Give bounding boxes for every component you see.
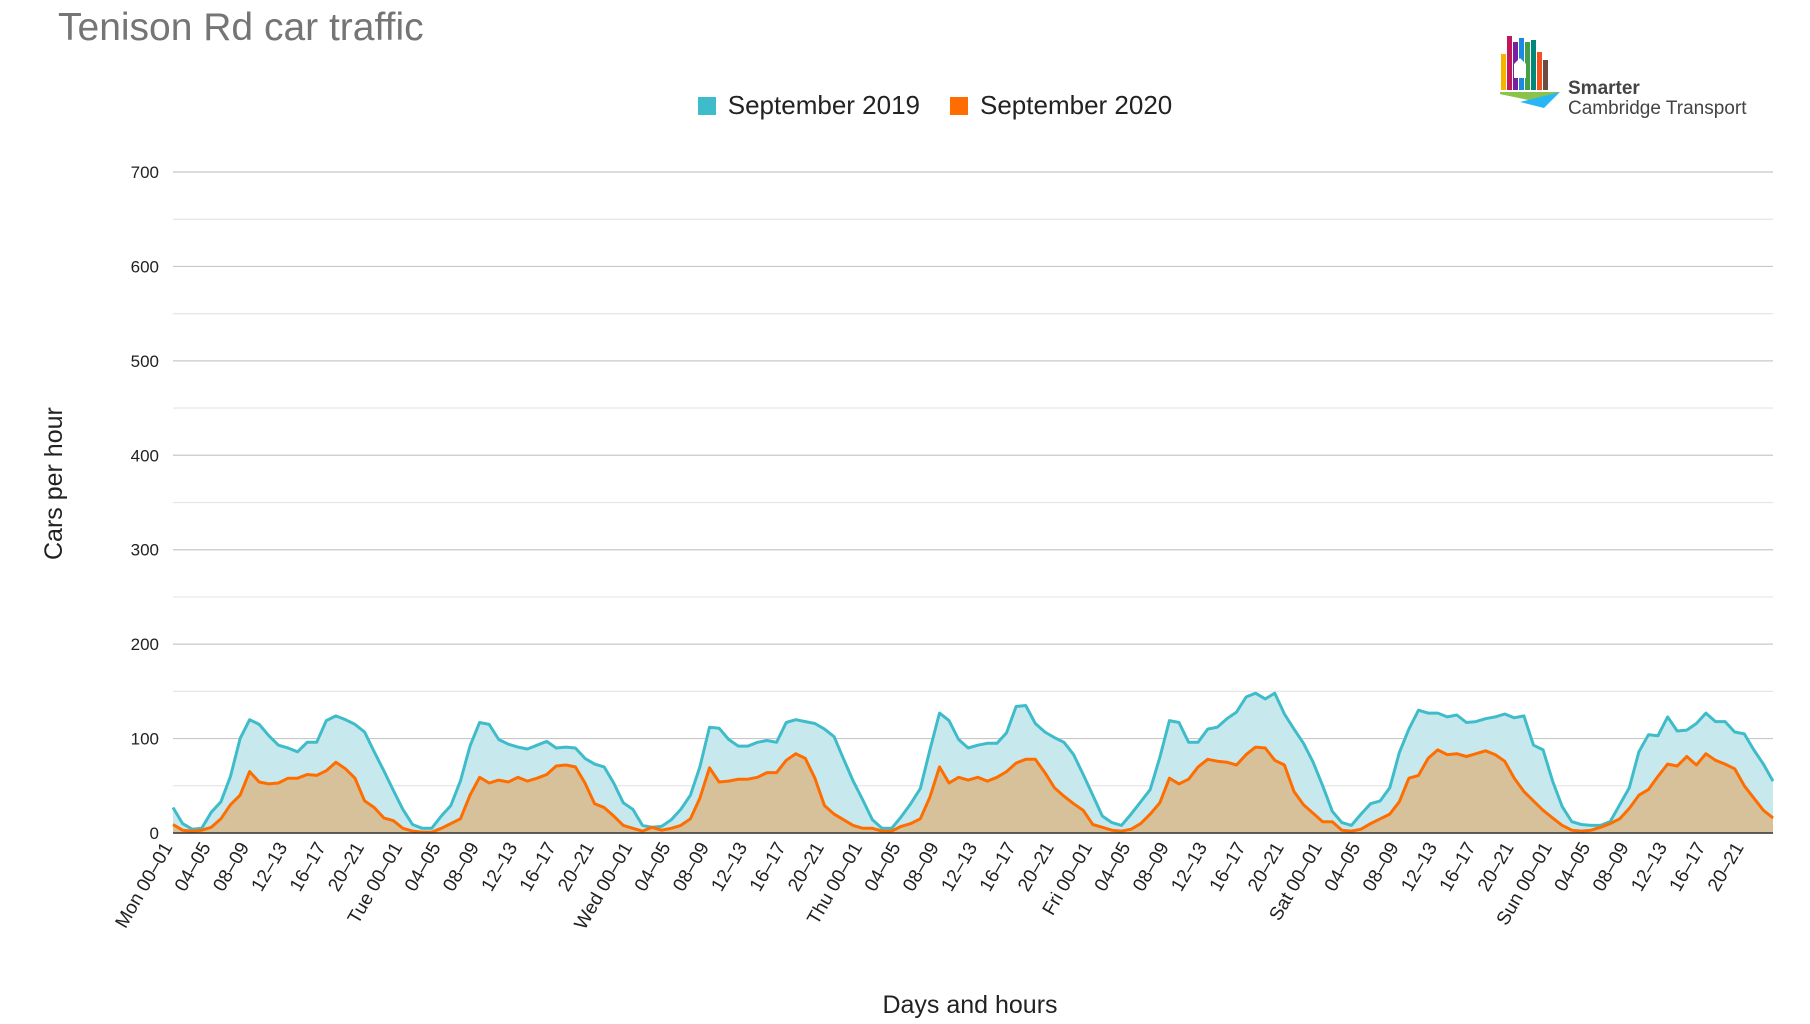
x-tick-label: 12–13	[938, 839, 983, 895]
x-tick-label: 08–09	[1359, 839, 1404, 895]
x-tick-label: 16–17	[1666, 839, 1711, 895]
x-tick-label: 04–05	[1321, 839, 1366, 895]
y-tick-label: 100	[131, 730, 159, 749]
x-tick-label: 08–09	[899, 839, 944, 895]
x-tick-label: 16–17	[1206, 839, 1251, 895]
x-tick-label: 16–17	[746, 839, 791, 895]
x-tick-label: 16–17	[1436, 839, 1481, 895]
y-tick-label: 600	[131, 257, 159, 276]
x-tick-label: 08–09	[669, 839, 714, 895]
x-tick-label: 08–09	[209, 839, 254, 895]
x-tick-label: 04–05	[401, 839, 446, 895]
legend-label-2019: September 2019	[727, 90, 920, 120]
y-tick-label: 0	[150, 824, 159, 843]
logo-text-smarter: Smarter	[1568, 78, 1640, 99]
chart-title: Tenison Rd car traffic	[58, 6, 424, 49]
x-tick-label: 12–13	[1397, 839, 1442, 895]
x-tick-label: 16–17	[516, 839, 561, 895]
series-line-0	[171, 691, 1775, 831]
y-tick-label: 700	[131, 163, 159, 182]
x-tick-label: 04–05	[861, 839, 906, 895]
y-tick-label: 200	[131, 635, 159, 654]
x-tick-label: 08–09	[1589, 839, 1634, 895]
y-axis-title: Cars per hour	[40, 407, 68, 560]
x-axis-title: Days and hours	[882, 991, 1058, 1019]
x-tick-label: 08–09	[1129, 839, 1174, 895]
legend-swatch-2019	[697, 96, 716, 115]
series-area-1	[173, 747, 1773, 833]
smarter-cambridge-logo-icon	[1500, 36, 1560, 108]
y-tick-label: 300	[131, 541, 159, 560]
x-tick-label: 04–05	[631, 839, 676, 895]
x-tick-label: 20–21	[1704, 839, 1749, 895]
x-tick-label: Mon 00–01	[112, 839, 178, 932]
legend-item-2019[interactable]: September 2019	[697, 90, 920, 121]
x-tick-label: 04–05	[171, 839, 216, 895]
x-tick-label: 12–13	[708, 839, 753, 895]
x-tick-label: 12–13	[1167, 839, 1212, 895]
legend-swatch-2020	[950, 96, 968, 115]
y-tick-label: 400	[131, 446, 159, 465]
legend-label-2020: September 2020	[980, 90, 1173, 120]
legend: September 2019 September 2020	[0, 90, 1810, 121]
x-tick-label: 16–17	[286, 839, 331, 895]
logo-text-cambridge-transport: Cambridge Transport	[1568, 98, 1747, 119]
x-tick-label: 12–13	[1627, 839, 1672, 895]
x-tick-label: 04–05	[1091, 839, 1136, 895]
series-line-1	[172, 745, 1774, 834]
x-tick-label: 16–17	[976, 839, 1021, 895]
x-tick-label: 04–05	[1551, 839, 1596, 895]
x-tick-label: 12–13	[478, 839, 523, 895]
y-tick-label: 500	[131, 352, 159, 371]
x-tick-label: 12–13	[248, 839, 293, 895]
x-tick-label: 08–09	[439, 839, 484, 895]
legend-item-2020[interactable]: September 2020	[950, 90, 1172, 121]
